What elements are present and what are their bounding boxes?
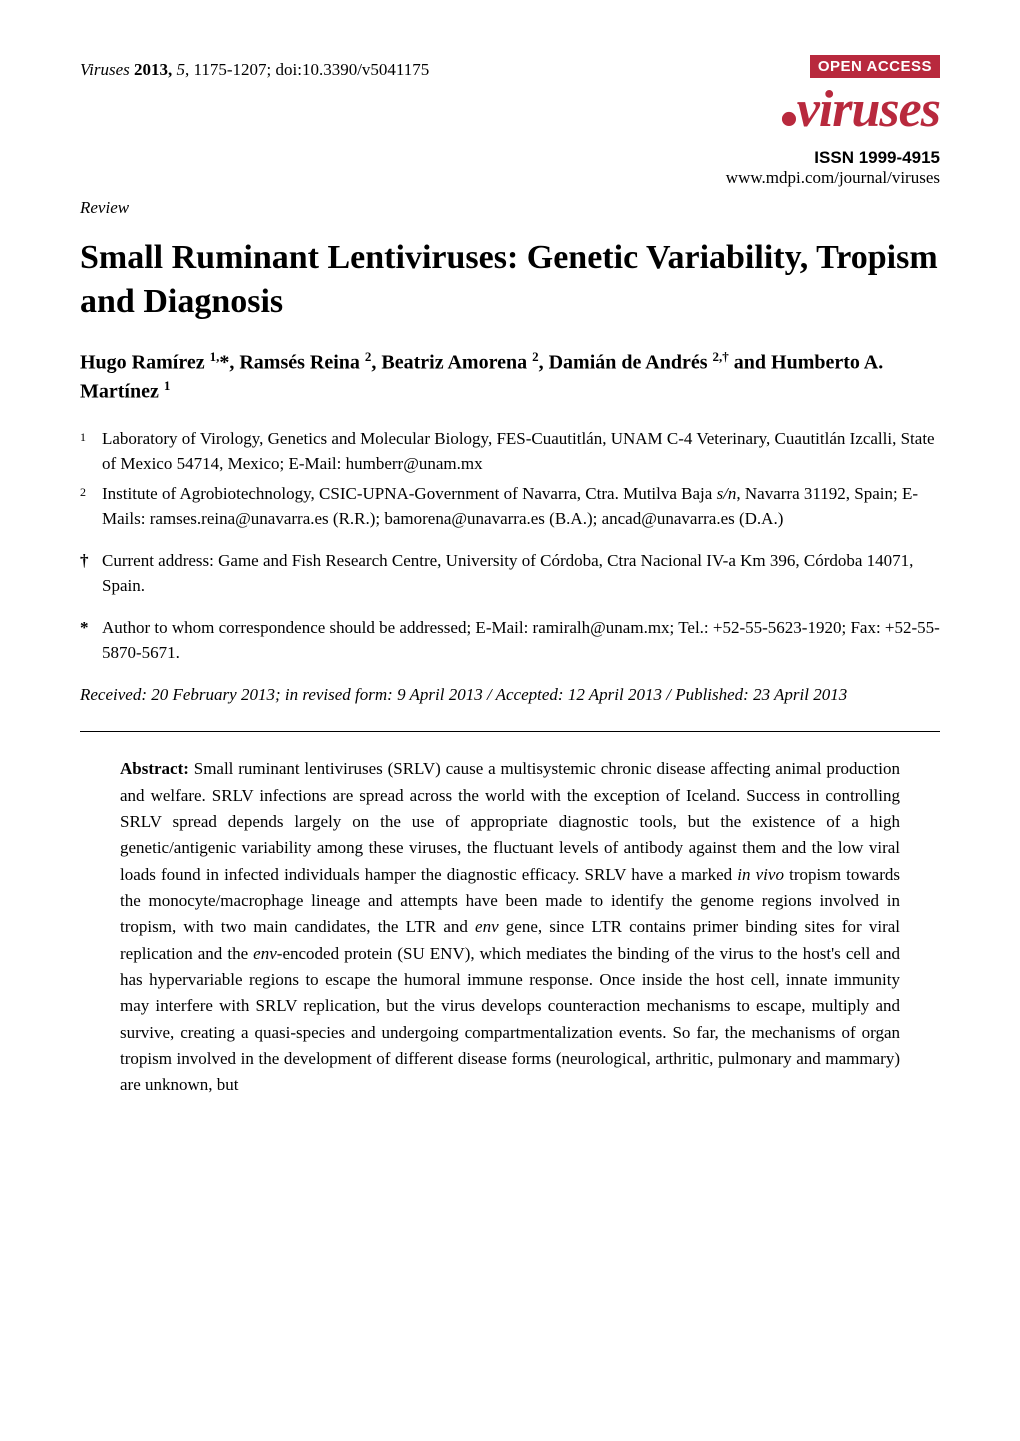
journal-logo: •viruses xyxy=(726,84,940,146)
dates-line: Received: 20 February 2013; in revised f… xyxy=(80,682,940,708)
note-marker-asterisk: * xyxy=(80,615,102,666)
journal-logo-text: viruses xyxy=(797,81,940,138)
journal-issn: ISSN 1999-4915 xyxy=(726,148,940,168)
notes-block: † Current address: Game and Fish Researc… xyxy=(80,548,940,599)
affiliation-marker-2: 2 xyxy=(80,481,102,532)
affiliation-text-1: Laboratory of Virology, Genetics and Mol… xyxy=(102,426,940,477)
article-type-label: Review xyxy=(80,198,940,218)
abstract-block: Abstract: Small ruminant lentiviruses (S… xyxy=(80,756,940,1098)
journal-pages: 1175-1207 xyxy=(194,60,267,79)
affiliation-text-2: Institute of Agrobiotechnology, CSIC-UPN… xyxy=(102,481,940,532)
notes-block-2: * Author to whom correspondence should b… xyxy=(80,615,940,666)
affiliation-2: 2 Institute of Agrobiotechnology, CSIC-U… xyxy=(80,481,940,532)
journal-url: www.mdpi.com/journal/viruses xyxy=(726,168,940,188)
journal-name: Viruses xyxy=(80,60,130,79)
affiliations-block: 1 Laboratory of Virology, Genetics and M… xyxy=(80,426,940,532)
authors-line: Hugo Ramírez 1,*, Ramsés Reina 2, Beatri… xyxy=(80,348,940,405)
abstract-text: Small ruminant lentiviruses (SRLV) cause… xyxy=(120,759,900,1094)
open-access-badge: OPEN ACCESS xyxy=(810,55,940,78)
abstract-label: Abstract: xyxy=(120,759,189,778)
note-text-asterisk: Author to whom correspondence should be … xyxy=(102,615,940,666)
note-asterisk: * Author to whom correspondence should b… xyxy=(80,615,940,666)
note-marker-dagger: † xyxy=(80,548,102,599)
note-text-dagger: Current address: Game and Fish Research … xyxy=(102,548,940,599)
journal-doi: doi:10.3390/v5041175 xyxy=(276,60,430,79)
affiliation-1: 1 Laboratory of Virology, Genetics and M… xyxy=(80,426,940,477)
journal-volume: 5 xyxy=(177,60,186,79)
header-right: OPEN ACCESS •viruses ISSN 1999-4915 www.… xyxy=(726,55,940,188)
citation-line: Viruses 2013, 5, 1175-1207; doi:10.3390/… xyxy=(80,60,429,80)
horizontal-separator xyxy=(80,731,940,732)
affiliation-marker-1: 1 xyxy=(80,426,102,477)
note-dagger: † Current address: Game and Fish Researc… xyxy=(80,548,940,599)
journal-year: 2013 xyxy=(134,60,168,79)
article-title: Small Ruminant Lentiviruses: Genetic Var… xyxy=(80,236,940,324)
